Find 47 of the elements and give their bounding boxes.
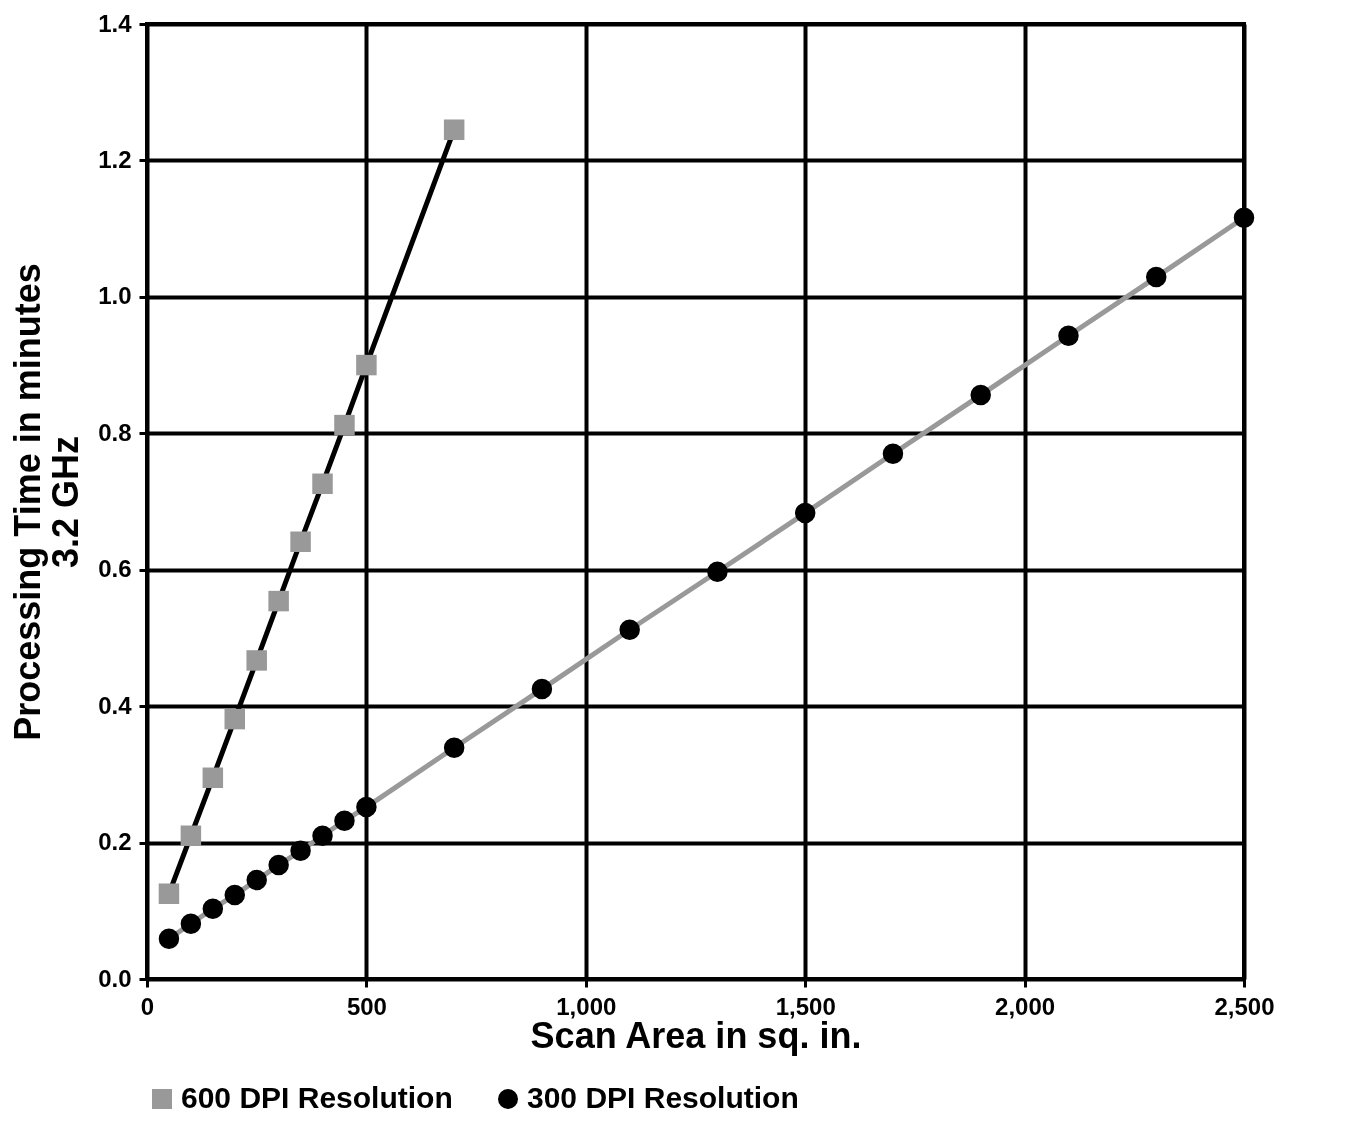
point xyxy=(180,825,202,846)
point xyxy=(312,825,333,846)
point xyxy=(202,767,224,789)
x-tick-label: 2,500 xyxy=(1214,992,1275,1020)
point xyxy=(312,473,333,495)
x-tick-label: 2,000 xyxy=(995,992,1056,1020)
point xyxy=(707,561,728,582)
y-tick-label: 0.8 xyxy=(98,418,132,446)
point xyxy=(290,840,311,861)
y-tick-label: 0.6 xyxy=(98,555,132,583)
point xyxy=(246,650,267,671)
point xyxy=(158,928,180,949)
point xyxy=(202,898,224,919)
point xyxy=(334,414,355,436)
legend-label: 600 DPI Resolution xyxy=(181,1081,453,1114)
point xyxy=(970,384,991,406)
x-tick-label: 500 xyxy=(346,992,387,1020)
point xyxy=(268,590,289,612)
y-tick-label: 0.2 xyxy=(98,828,132,856)
point xyxy=(158,883,180,904)
y-tick-label: 0.0 xyxy=(98,964,132,992)
point xyxy=(619,619,640,640)
y-tick-label: 1.0 xyxy=(98,282,132,310)
point xyxy=(1145,266,1167,288)
point xyxy=(1233,207,1255,228)
point xyxy=(246,869,267,891)
y-axis-title: Processing Time in minutes 3.2 GHz xyxy=(7,263,87,741)
point xyxy=(290,531,311,552)
y-tick-label: 1.4 xyxy=(98,9,133,37)
point xyxy=(794,502,816,524)
point xyxy=(180,913,202,934)
point xyxy=(268,854,289,876)
x-tick-label: 0 xyxy=(140,992,155,1020)
point xyxy=(356,796,377,818)
point xyxy=(334,810,355,831)
point xyxy=(224,884,246,906)
point xyxy=(224,708,246,730)
point xyxy=(443,737,465,758)
point xyxy=(1058,325,1079,346)
point xyxy=(882,443,904,464)
point xyxy=(356,354,377,376)
point xyxy=(443,119,465,140)
y-tick-label: 1.2 xyxy=(98,145,132,173)
point xyxy=(531,678,553,700)
y-tick-label: 0.4 xyxy=(98,691,133,719)
x-tick-label: 1,500 xyxy=(775,992,836,1020)
legend-label: 300 DPI Resolution xyxy=(527,1081,799,1114)
